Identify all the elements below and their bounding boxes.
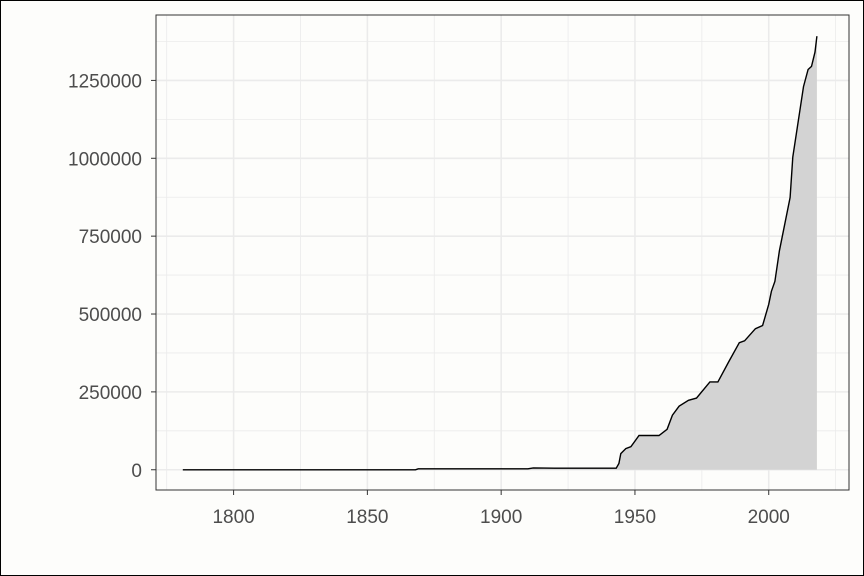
y-tick-label: 750000 bbox=[79, 227, 142, 248]
y-tick-label: 1000000 bbox=[68, 149, 142, 170]
y-tick-label: 250000 bbox=[79, 383, 142, 404]
x-tick-label: 1800 bbox=[212, 507, 254, 528]
x-tick-label: 1900 bbox=[480, 507, 522, 528]
y-tick-label: 1250000 bbox=[68, 71, 142, 92]
area-fill bbox=[182, 36, 817, 470]
y-tick-label: 0 bbox=[131, 461, 142, 482]
axes: 1800 1850 1900 1950 2000 0 250000 500000 750000 1… bbox=[68, 71, 790, 528]
x-tick-label: 1850 bbox=[346, 507, 388, 528]
x-tick-label: 1950 bbox=[614, 507, 656, 528]
panel-border bbox=[155, 14, 850, 491]
x-tick-label: 2000 bbox=[748, 507, 790, 528]
series-line bbox=[182, 36, 818, 471]
y-tick-label: 500000 bbox=[79, 305, 142, 326]
